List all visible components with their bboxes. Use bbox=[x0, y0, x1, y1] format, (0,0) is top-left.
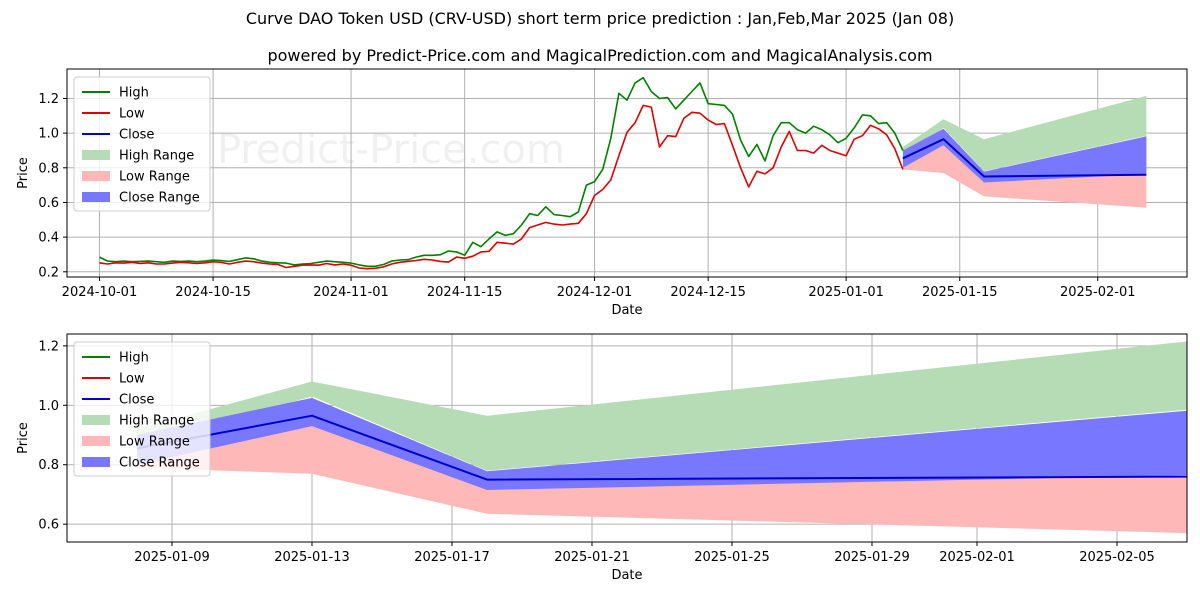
close-range-band bbox=[902, 128, 1147, 183]
x-tick-label: 2025-02-01 bbox=[1060, 285, 1136, 300]
x-tick-label: 2025-01-21 bbox=[554, 550, 630, 565]
y-tick-label: 1.0 bbox=[38, 399, 59, 414]
legend-high-range-swatch bbox=[82, 150, 110, 160]
legend-low-label: Low bbox=[119, 107, 145, 122]
high-line bbox=[99, 76, 904, 268]
legend-low-label: Low bbox=[119, 372, 145, 387]
x-tick-label: 2025-01-17 bbox=[414, 550, 490, 565]
close-line bbox=[902, 138, 1147, 178]
top-chart: Predict-Price.com 2024-10-01 2024-10-15 202… bbox=[16, 68, 1188, 318]
close-range-band bbox=[137, 397, 1187, 490]
legend-close-label: Close bbox=[119, 393, 154, 408]
x-tick-label: 2024-11-01 bbox=[313, 285, 389, 300]
plot-frame bbox=[66, 68, 1188, 278]
x-tick-label: 2025-02-05 bbox=[1079, 550, 1155, 565]
y-tick-label: 1.2 bbox=[38, 92, 59, 107]
low-line bbox=[99, 104, 904, 270]
legend-close-range-label: Close Range bbox=[119, 456, 200, 471]
y-tick-label: 0.6 bbox=[38, 518, 59, 533]
legend-high-range-swatch bbox=[82, 415, 110, 425]
legend-close-range-label: Close Range bbox=[119, 191, 200, 206]
x-tick-label: 2024-12-01 bbox=[557, 285, 633, 300]
x-tick-label: 2024-10-15 bbox=[175, 285, 251, 300]
bottom-series bbox=[136, 341, 1187, 534]
plot-frame bbox=[66, 333, 1188, 543]
legend-close-range-swatch bbox=[82, 457, 110, 467]
watermark: Predict-Price.com bbox=[217, 127, 565, 173]
y-tick-label: 0.8 bbox=[38, 458, 59, 473]
legend: High Low Close High Range Low Range Close Ran… bbox=[73, 341, 211, 477]
close-line bbox=[136, 414, 1187, 481]
legend-low-range-label: Low Range bbox=[119, 170, 190, 185]
x-tick-label: 2024-11-15 bbox=[427, 285, 503, 300]
y-tick-label: 0.8 bbox=[38, 161, 59, 176]
low-range-band bbox=[902, 140, 1147, 208]
legend-low-range-swatch bbox=[82, 436, 110, 446]
top-series bbox=[99, 76, 1147, 270]
high-range-band bbox=[902, 95, 1147, 172]
legend-high-label: High bbox=[119, 86, 149, 101]
x-axis-label: Date bbox=[611, 303, 642, 318]
y-tick-label: 0.6 bbox=[38, 196, 59, 211]
x-tick-label: 2025-01-29 bbox=[834, 550, 910, 565]
legend-low-range-label: Low Range bbox=[119, 435, 190, 450]
x-tick-label: 2025-01-25 bbox=[694, 550, 770, 565]
legend-high-label: High bbox=[119, 351, 149, 366]
x-tick-label: 2024-10-01 bbox=[62, 285, 138, 300]
y-tick-label: 1.2 bbox=[38, 339, 59, 354]
x-axis-label: Date bbox=[611, 568, 642, 583]
bottom-chart: Predict-Price.com2025-01-092025-01-13202… bbox=[16, 333, 1188, 583]
low-range-band bbox=[137, 417, 1187, 534]
chart-title: Curve DAO Token USD (CRV-USD) short term… bbox=[245, 9, 955, 28]
y-axis-label: Price bbox=[16, 157, 31, 189]
legend-close-range-swatch bbox=[82, 192, 110, 202]
y-tick-label: 1.0 bbox=[38, 127, 59, 142]
high-range-band bbox=[137, 341, 1187, 471]
x-tick-label: 2025-01-01 bbox=[808, 285, 884, 300]
legend-close-label: Close bbox=[119, 128, 154, 143]
y-tick-label: 0.4 bbox=[38, 231, 59, 246]
x-tick-label: 2025-01-13 bbox=[274, 550, 350, 565]
legend-low-range-swatch bbox=[82, 171, 110, 181]
x-tick-label: 2024-12-15 bbox=[670, 285, 746, 300]
legend: High Low Close High Range Low Range Close Ran… bbox=[73, 76, 211, 212]
legend-high-range-label: High Range bbox=[119, 149, 194, 164]
y-tick-label: 0.2 bbox=[38, 265, 59, 280]
x-tick-label: 2025-02-01 bbox=[939, 550, 1015, 565]
y-axis-label: Price bbox=[16, 422, 31, 454]
x-tick-label: 2025-01-15 bbox=[922, 285, 998, 300]
x-tick-label: 2025-01-09 bbox=[134, 550, 210, 565]
legend-high-range-label: High Range bbox=[119, 414, 194, 429]
chart-subtitle: powered by Predict-Price.com and Magical… bbox=[267, 46, 933, 65]
